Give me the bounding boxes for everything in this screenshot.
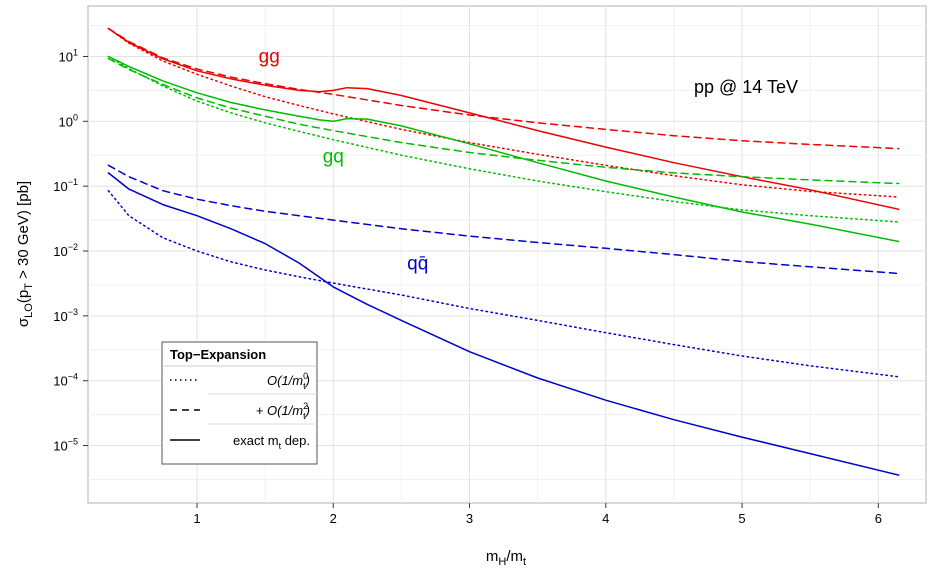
series-qqbar-solid — [107, 172, 900, 476]
series-gg-dotted — [107, 27, 900, 198]
series-gq-dashed — [107, 57, 900, 185]
legend-label-dashed: + O(1/m2 t) — [256, 401, 310, 421]
series-gg-solid — [107, 27, 900, 211]
x-tick-label: 6 — [875, 511, 882, 526]
x-tick-label: 5 — [738, 511, 745, 526]
series-lines — [107, 27, 900, 476]
channel-label-qqbar: qq̄ — [407, 253, 428, 274]
y-tick-label: 10−3 — [53, 307, 78, 324]
legend: Top−Expansion O(1/m0 t) + O(1/m2 t) exact mt… — [161, 341, 318, 465]
series-gg-dashed — [107, 27, 900, 150]
y-tick-label: 10−2 — [53, 242, 78, 259]
channel-label-gg: gg — [259, 47, 280, 68]
series-qqbar-dotted — [107, 189, 900, 378]
x-tick-label: 4 — [602, 511, 609, 526]
x-tick-label: 3 — [466, 511, 473, 526]
channel-labels: gg gq qq̄ — [259, 47, 429, 275]
energy-annotation: pp @ 14 TeV — [694, 77, 798, 97]
x-tick-label: 2 — [330, 511, 337, 526]
series-gq-dotted — [107, 55, 900, 223]
y-axis-title: σLO(pT > 30 GeV) [pb] — [15, 181, 35, 327]
legend-title: Top−Expansion — [170, 347, 266, 362]
legend-label-dotted: O(1/m0 t) — [267, 371, 310, 391]
legend-box — [161, 341, 318, 465]
y-tick-label: 10−5 — [53, 437, 78, 454]
y-tick-label: 100 — [59, 112, 78, 129]
y-tick-label: 10−1 — [53, 177, 78, 194]
y-axis-ticks: 101 100 10−1 10−2 10−3 10−4 10−5 — [53, 47, 88, 454]
legend-label-solid: exact mt dep. — [233, 433, 310, 451]
x-axis-ticks: 1 2 3 4 5 6 — [193, 503, 882, 526]
series-qqbar-dashed — [107, 164, 900, 275]
x-tick-label: 1 — [193, 511, 200, 526]
y-tick-label: 10−4 — [53, 372, 78, 389]
x-axis-title: mH/mt — [486, 548, 526, 568]
y-tick-label: 101 — [59, 47, 78, 64]
series-gq-solid — [107, 55, 900, 243]
channel-label-gq: gq — [323, 147, 344, 168]
